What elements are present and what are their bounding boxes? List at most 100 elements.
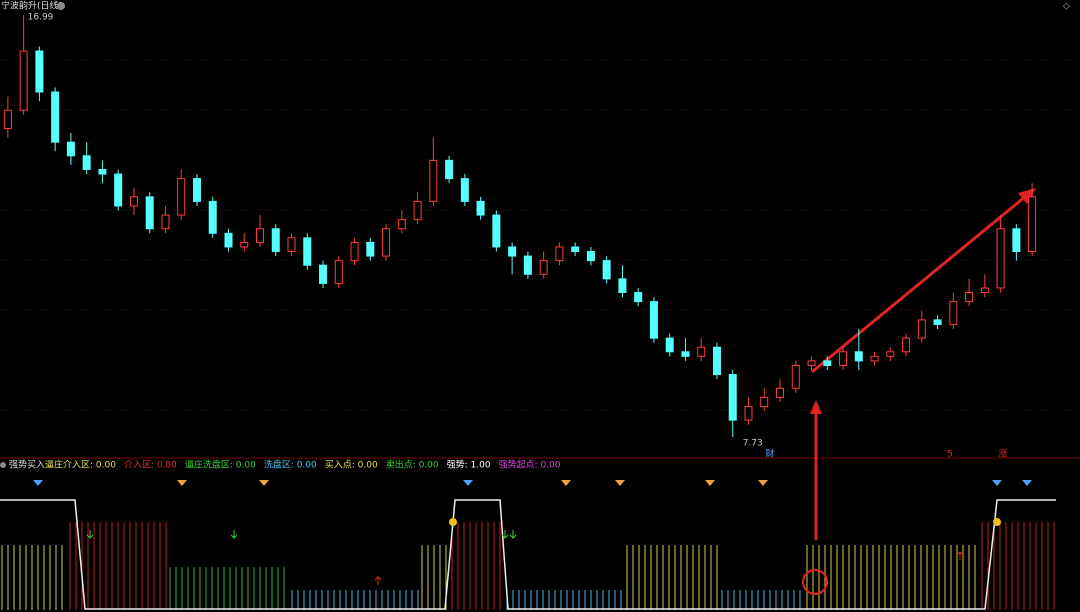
candle-body [571, 246, 580, 253]
candle-body [492, 214, 501, 248]
arrow-head [810, 400, 822, 414]
candle-body [256, 228, 264, 243]
candle-body [3, 109, 12, 129]
candle-body [917, 319, 926, 339]
diamond-icon [561, 480, 571, 486]
candle-body [98, 168, 107, 175]
candle-body [649, 301, 658, 339]
candle-body [334, 260, 343, 284]
candle-body [271, 228, 280, 253]
candle-body [1028, 196, 1037, 253]
candle-body [996, 228, 1005, 289]
candle-body [697, 346, 706, 357]
diamond-icon [33, 480, 43, 486]
candle-body [192, 178, 201, 202]
candle-body [35, 50, 44, 93]
candle-body [760, 396, 769, 407]
down-arrow [501, 530, 509, 539]
up-arrow [956, 551, 964, 560]
diamond-icon [463, 480, 473, 486]
indicator-name: 强势买入 [9, 459, 45, 471]
legend-item: 逼庄介入区: 0.00 [45, 459, 116, 471]
diamond-icon [992, 480, 1002, 486]
high-label: 16.99 [28, 13, 54, 23]
candle-body [776, 387, 784, 398]
candle-body [82, 155, 91, 170]
chart-title: 宁波韵升(日线) [1, 0, 62, 12]
candle-body [366, 241, 375, 257]
candle-body [933, 319, 942, 325]
indicator-icon[interactable] [0, 462, 6, 468]
legend-item: 强势起点: 0.00 [499, 459, 561, 471]
candle-body [19, 50, 28, 111]
candle-body [539, 260, 548, 275]
candle-body [51, 91, 60, 143]
legend-item: 强势: 1.00 [447, 459, 491, 471]
diamond-icon[interactable]: ◇ [1063, 2, 1070, 12]
candle-body [980, 287, 989, 294]
candle-body [523, 255, 532, 275]
strength-line [0, 499, 1056, 610]
legend-item: 卖出点: 0.00 [386, 459, 439, 471]
candle-body [476, 200, 485, 216]
candle-body [129, 196, 138, 207]
candle-body [224, 232, 233, 248]
candle-body [303, 237, 312, 266]
down-arrow [230, 530, 238, 539]
candle-body [350, 241, 359, 262]
candle-body [870, 355, 879, 362]
candle-body [240, 241, 249, 248]
indicator-panel [0, 480, 1056, 610]
candle-body [823, 360, 832, 366]
candle-body [839, 351, 848, 366]
low-label: 7.73 [743, 439, 763, 449]
diamond-icon [1022, 480, 1032, 486]
legend-item: 买入点: 0.00 [325, 460, 378, 471]
candle-body [744, 405, 753, 421]
settings-icon[interactable] [57, 2, 65, 10]
candle-body [287, 237, 296, 253]
candle-body [886, 351, 895, 357]
diamond-icon [758, 480, 768, 486]
diamond-icon [615, 480, 625, 486]
highlight-circle [802, 569, 828, 595]
annotations [802, 188, 1036, 595]
legend-item: 逼庄洗盘区: 0.00 [185, 459, 256, 471]
candle-body [681, 351, 690, 357]
event-marker: 财 [765, 448, 774, 460]
event-marker: 涨 [998, 449, 1007, 460]
candle-body [161, 214, 170, 230]
candle-body [791, 364, 800, 389]
candle-body [618, 278, 627, 294]
candle-body [665, 337, 674, 353]
candle-body [397, 219, 406, 230]
candle-body [555, 246, 564, 262]
candle-body [114, 173, 123, 207]
candle-body [1012, 228, 1021, 253]
candle-body [145, 196, 154, 230]
down-arrow [86, 530, 94, 539]
legend-item: 介入区: 0.80 [124, 460, 177, 471]
candle-body [460, 178, 469, 202]
smile-icon [993, 518, 1001, 526]
arrow-head [1018, 188, 1036, 204]
down-arrow [509, 530, 517, 539]
candle-body [902, 337, 911, 353]
candle-body [208, 200, 217, 234]
candle-body [712, 346, 721, 376]
candle-body [634, 292, 643, 303]
candle-body [429, 159, 438, 202]
legend-item: 洗盘区: 0.00 [264, 459, 317, 471]
candle-body [177, 178, 186, 216]
diamond-icon [177, 480, 187, 486]
candle-body [586, 251, 595, 262]
candle-body [965, 292, 974, 303]
candle-body [413, 200, 422, 221]
candle-body [382, 228, 391, 257]
candle-body [854, 351, 863, 362]
candle-body [949, 301, 958, 325]
up-arrow [374, 576, 382, 585]
smile-icon [449, 518, 457, 526]
